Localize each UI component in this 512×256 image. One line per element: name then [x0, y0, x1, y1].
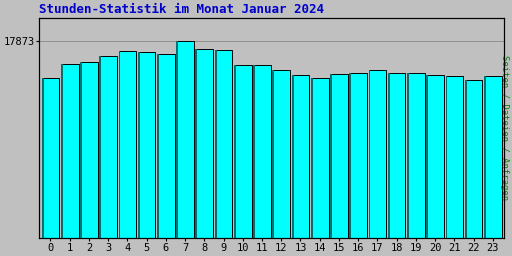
Bar	[41, 79, 44, 238]
Bar	[388, 73, 390, 238]
Bar	[388, 73, 406, 238]
Bar	[215, 50, 217, 238]
Bar	[234, 65, 236, 238]
Bar	[118, 51, 136, 238]
Bar	[41, 79, 59, 238]
Bar	[253, 65, 255, 238]
Bar	[311, 79, 313, 238]
Bar	[61, 64, 78, 238]
Bar	[465, 80, 466, 238]
Bar	[234, 65, 251, 238]
Bar	[330, 74, 348, 238]
Bar	[426, 75, 444, 238]
Y-axis label: Seiten / Dateien / Anfragen: Seiten / Dateien / Anfragen	[500, 56, 508, 200]
Bar	[445, 76, 447, 238]
Bar	[311, 79, 329, 238]
Bar	[292, 75, 309, 238]
Bar	[99, 56, 117, 238]
Bar	[176, 41, 194, 238]
Bar	[369, 70, 371, 238]
Bar	[157, 54, 159, 238]
Bar	[118, 51, 120, 238]
Bar	[61, 64, 63, 238]
Bar	[176, 41, 178, 238]
Bar	[138, 52, 140, 238]
Bar	[292, 75, 293, 238]
Bar	[349, 73, 367, 238]
Bar	[330, 74, 332, 238]
Bar	[484, 76, 486, 238]
Bar	[215, 50, 232, 238]
Bar	[196, 49, 213, 238]
Bar	[445, 76, 463, 238]
Bar	[369, 70, 386, 238]
Bar	[349, 73, 351, 238]
Bar	[407, 73, 425, 238]
Bar	[80, 62, 98, 238]
Bar	[196, 49, 198, 238]
Bar	[484, 76, 502, 238]
Bar	[138, 52, 156, 238]
Bar	[253, 65, 271, 238]
Bar	[157, 54, 175, 238]
Bar	[99, 56, 101, 238]
Bar	[426, 75, 428, 238]
Bar	[80, 62, 82, 238]
Bar	[272, 70, 290, 238]
Bar	[272, 70, 274, 238]
Text: Stunden-Statistik im Monat Januar 2024: Stunden-Statistik im Monat Januar 2024	[39, 4, 324, 16]
Bar	[465, 80, 482, 238]
Bar	[407, 73, 409, 238]
